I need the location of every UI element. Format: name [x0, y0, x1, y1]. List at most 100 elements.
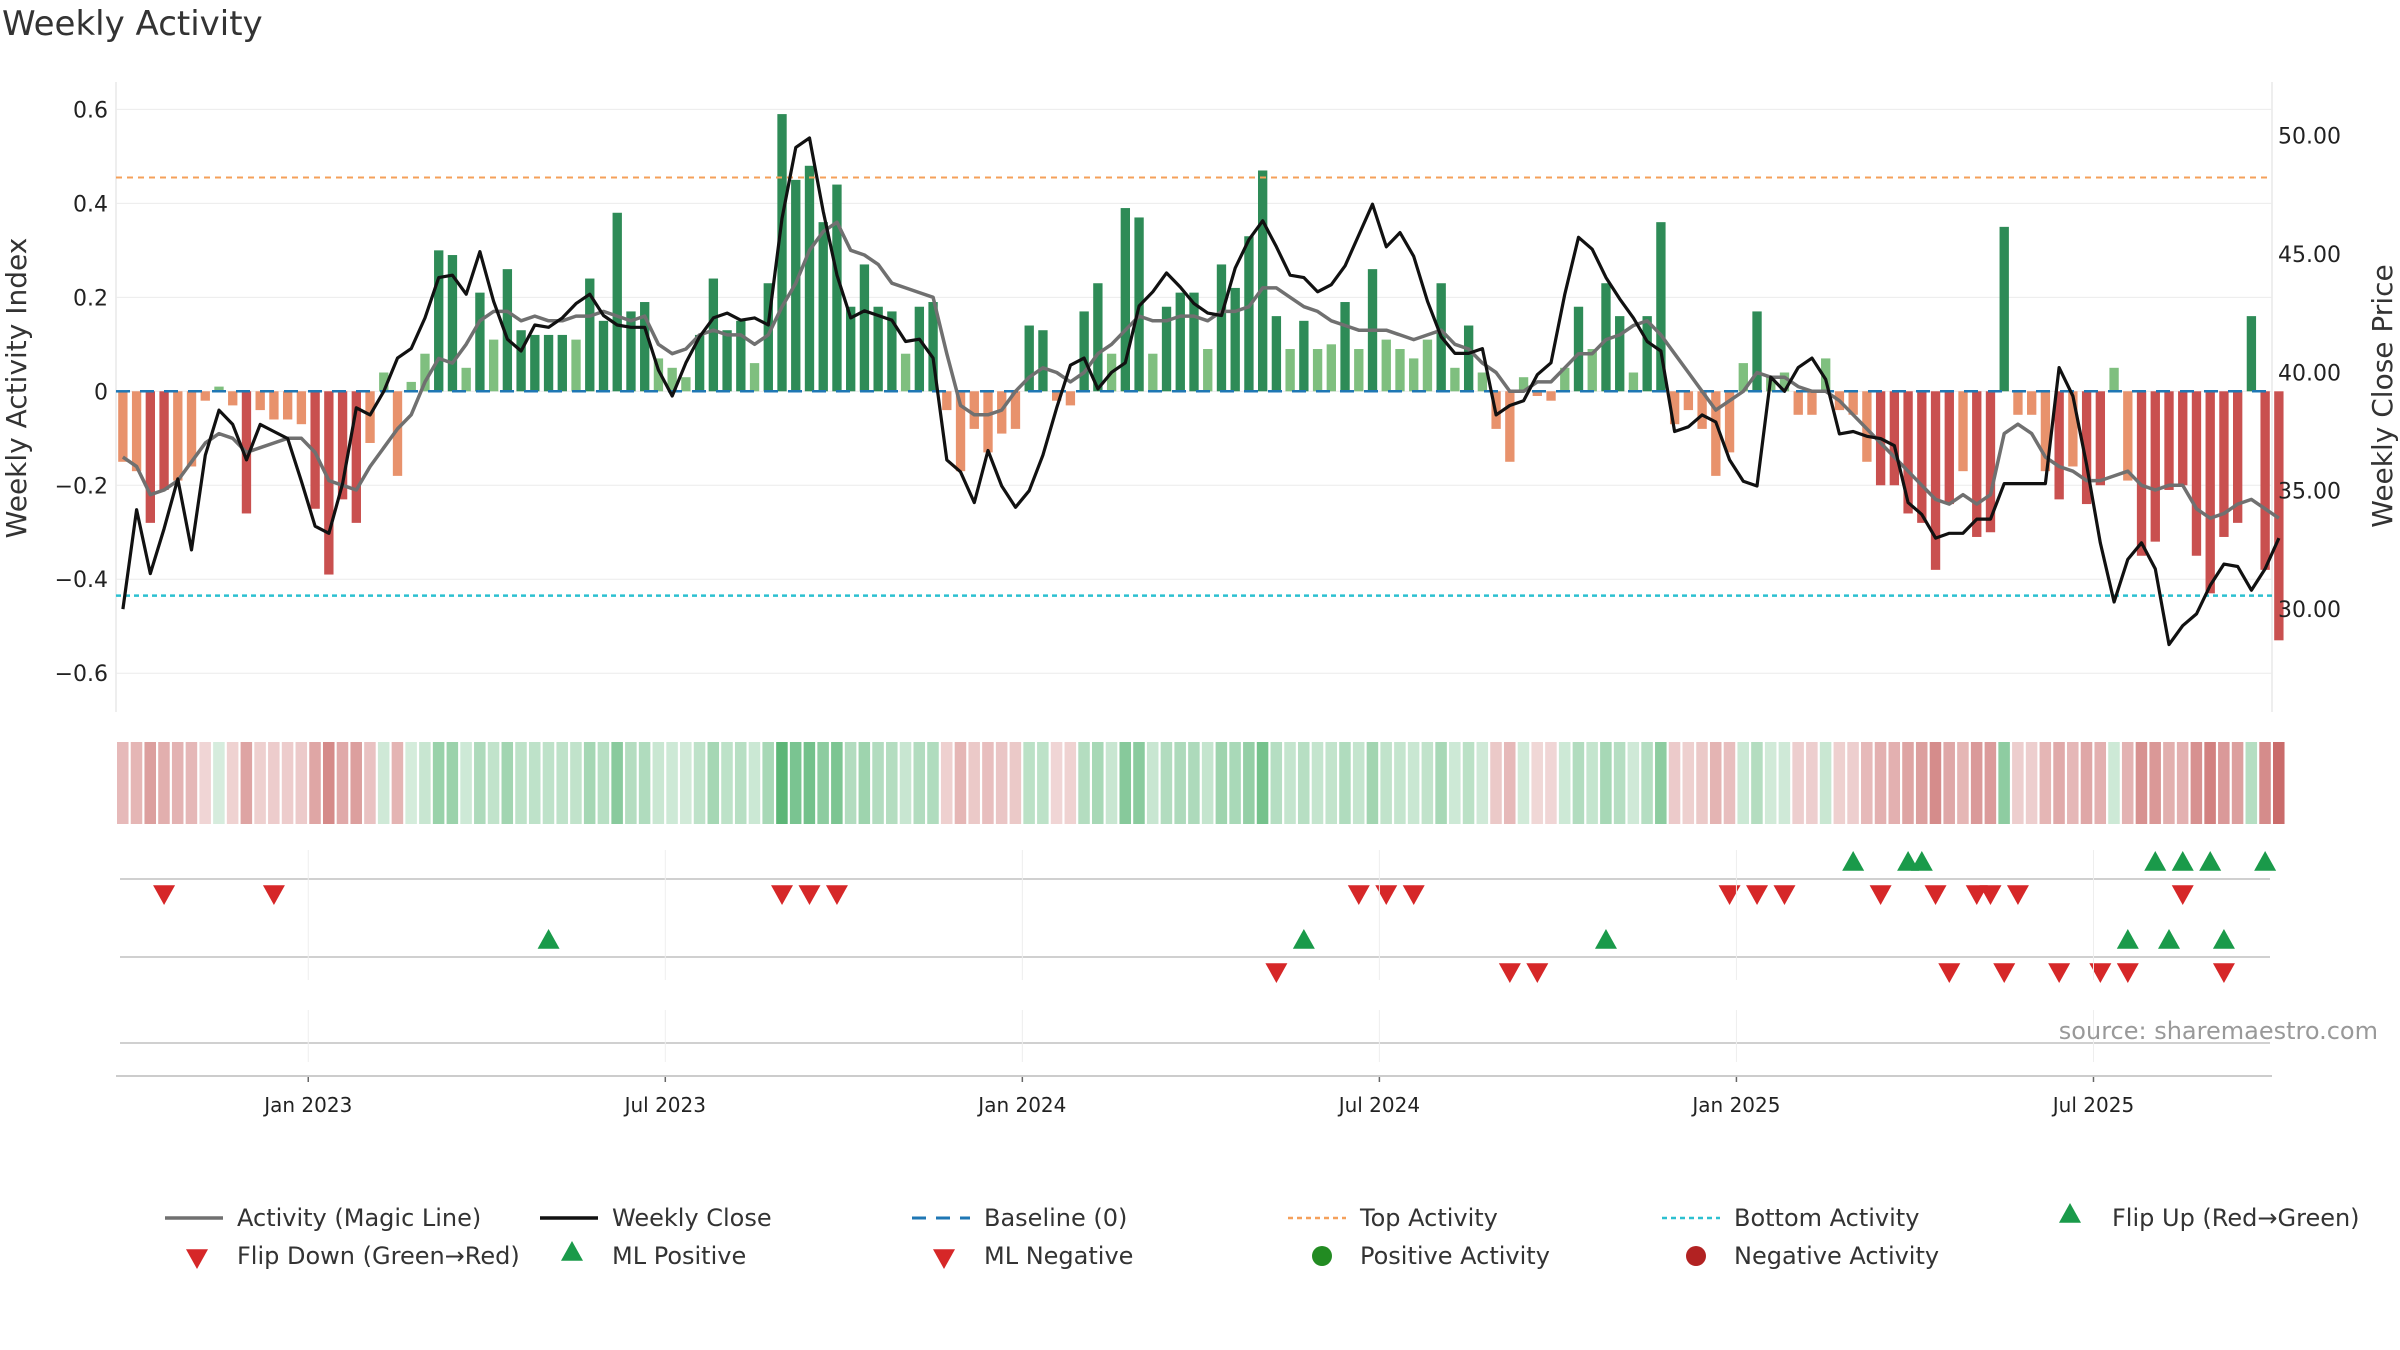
- heat-cell: [226, 742, 239, 824]
- heat-cell: [817, 742, 829, 824]
- y-tick-label: 0: [94, 380, 108, 405]
- heat-cell: [2273, 742, 2285, 824]
- heat-cell: [1092, 742, 1104, 824]
- heat-cell: [2067, 742, 2079, 824]
- heat-cell: [2245, 742, 2258, 824]
- y2-axis-label: Weekly Close Price: [2366, 264, 2399, 527]
- heat-cell: [748, 742, 761, 824]
- flip-down-marker: [771, 885, 794, 905]
- activity-bar: [2054, 391, 2064, 500]
- activity-bar: [1203, 349, 1213, 392]
- heat-cell: [652, 742, 665, 824]
- heat-cell: [158, 742, 170, 824]
- activity-bar: [1340, 302, 1350, 392]
- heat-cell: [185, 742, 198, 824]
- y2-tick-label: 50.00: [2278, 125, 2341, 150]
- heat-cell: [1723, 742, 1736, 824]
- heat-cell: [1627, 742, 1640, 824]
- activity-bar: [1326, 344, 1336, 392]
- flip-down-marker: [1773, 885, 1796, 905]
- activity-bar: [1944, 391, 1954, 505]
- heat-cell: [1229, 742, 1241, 824]
- activity-bar: [2109, 367, 2119, 392]
- legend-swatch: [561, 1241, 583, 1261]
- heat-cell: [1201, 742, 1214, 824]
- heat-cell: [1023, 742, 1035, 824]
- heat-cell: [1668, 742, 1681, 824]
- y-tick-label: 0.4: [73, 192, 108, 217]
- flip-down-marker: [2006, 885, 2029, 905]
- flip-down-marker: [798, 885, 821, 905]
- activity-bar: [1752, 311, 1762, 392]
- heat-cell: [803, 742, 816, 824]
- heat-cell: [844, 742, 857, 824]
- ml-negative-marker: [1265, 963, 1288, 983]
- activity-bar: [832, 184, 842, 392]
- activity-bar: [914, 306, 925, 392]
- activity-bar: [859, 264, 870, 392]
- heat-cell: [886, 742, 898, 824]
- heat-cell: [501, 742, 514, 824]
- heat-cell: [1586, 742, 1598, 824]
- activity-bar: [626, 311, 636, 392]
- activity-bar: [365, 391, 375, 443]
- activity-bar: [1354, 349, 1364, 392]
- activity-bar: [1463, 325, 1474, 392]
- heat-cell: [542, 742, 555, 824]
- activity-bar: [612, 212, 622, 392]
- heat-cell: [968, 742, 980, 824]
- flip-down-marker: [1718, 885, 1741, 905]
- heat-cell: [1339, 742, 1351, 824]
- heat-cell: [954, 742, 967, 824]
- activity-bar: [887, 311, 897, 392]
- activity-bar: [131, 391, 142, 472]
- activity-bar: [392, 391, 403, 476]
- activity-bar: [1450, 367, 1460, 392]
- activity-bar: [1299, 320, 1309, 392]
- heat-cell: [1407, 742, 1420, 824]
- heat-cell: [1998, 742, 2010, 824]
- heat-cell: [1064, 742, 1077, 824]
- activity-bar: [736, 320, 746, 392]
- x-tick-label: Jan 2023: [262, 1093, 352, 1117]
- heat-cell: [1737, 742, 1749, 824]
- flip-down-marker: [1746, 885, 1769, 905]
- activity-bar: [585, 278, 595, 392]
- activity-bar: [1917, 391, 1927, 523]
- activity-bar: [1052, 391, 1062, 401]
- activity-bar: [1560, 367, 1570, 392]
- heat-cell: [474, 742, 486, 824]
- flip-up-marker: [1910, 851, 1933, 871]
- activity-bar: [1587, 349, 1597, 392]
- activity-bar: [557, 334, 567, 392]
- heat-cell: [1449, 742, 1461, 824]
- heat-cell: [144, 742, 156, 824]
- legend-swatch: [933, 1249, 955, 1269]
- heat-cell: [405, 742, 417, 824]
- ml-negative-marker: [1993, 963, 2016, 983]
- activity-bar: [1477, 372, 1488, 392]
- activity-bar: [337, 391, 348, 500]
- heat-cell: [1462, 742, 1475, 824]
- activity-bar: [1010, 391, 1021, 429]
- ml-positive-marker: [2212, 929, 2235, 949]
- heat-cell: [2108, 742, 2120, 824]
- legend-swatch: [2059, 1203, 2081, 1223]
- heat-cell: [1078, 742, 1090, 824]
- heat-cell: [268, 742, 280, 824]
- activity-bar: [543, 334, 554, 392]
- heat-cell: [1572, 742, 1585, 824]
- activity-bar: [516, 330, 526, 392]
- heat-cell: [1160, 742, 1173, 824]
- heat-cell: [1311, 742, 1324, 824]
- activity-bar: [681, 377, 691, 392]
- heat-cell: [432, 742, 445, 824]
- activity-bar: [145, 391, 156, 523]
- ml-negative-marker: [2212, 963, 2235, 983]
- heat-cell: [1874, 742, 1887, 824]
- heat-cell: [1929, 742, 1942, 824]
- y-axis-label: Weekly Activity Index: [0, 238, 33, 539]
- activity-bar: [1628, 372, 1639, 392]
- flip-up-marker: [2171, 851, 2194, 871]
- legend-label: Flip Up (Red→Green): [2112, 1204, 2360, 1232]
